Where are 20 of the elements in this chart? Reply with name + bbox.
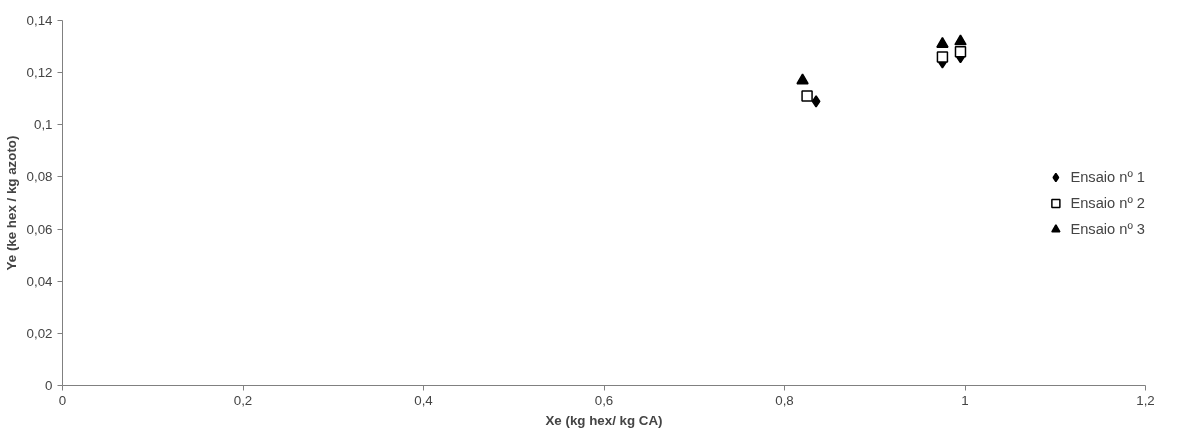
x-axis-title: Xe (kg hex/ kg CA) xyxy=(545,412,663,428)
legend-label: Ensaio nº 1 xyxy=(1070,168,1145,185)
y-tick-label: 0,1 xyxy=(33,117,53,133)
x-tick-label: 0,6 xyxy=(594,392,614,408)
y-tick-label: 0,02 xyxy=(26,325,53,341)
y-tick-label: 0,08 xyxy=(26,169,53,185)
x-tick-label: 0 xyxy=(58,392,67,408)
y-tick-label: 0,06 xyxy=(26,221,53,237)
x-tick-label: 1,2 xyxy=(1136,392,1155,408)
y-tick-label: 0,04 xyxy=(26,273,54,289)
x-tick-label: 0,8 xyxy=(775,392,794,408)
x-tick-label: 1 xyxy=(961,392,969,408)
y-tick-label: 0,12 xyxy=(26,65,53,81)
x-tick-label: 0,2 xyxy=(233,392,253,408)
y-tick-label: 0 xyxy=(45,378,53,393)
legend-label: Ensaio nº 2 xyxy=(1070,194,1145,211)
y-axis-title: Ye (ke hex / kg azoto) xyxy=(3,135,19,271)
x-tick-label: 0,4 xyxy=(414,392,434,408)
legend-label: Ensaio nº 3 xyxy=(1070,220,1145,237)
y-tick-label: 0,14 xyxy=(26,13,54,28)
